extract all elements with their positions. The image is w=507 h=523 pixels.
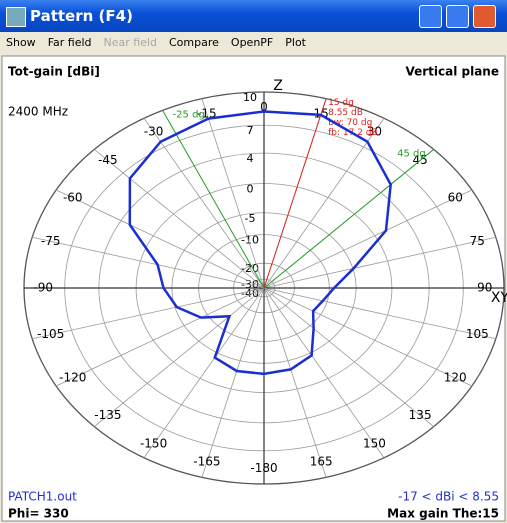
angle-label: -45 <box>98 153 118 167</box>
angle-label: -120 <box>59 371 86 385</box>
plot-info: Max gain The:15 <box>387 507 499 521</box>
spoke <box>201 98 265 289</box>
menu-bar: Show Far field Near field Compare OpenPF Plot <box>0 32 507 54</box>
plot-info: PATCH1.out <box>8 490 77 504</box>
menu-item[interactable]: Compare <box>169 36 219 49</box>
maximize-button[interactable] <box>446 5 469 28</box>
close-button[interactable] <box>473 5 496 28</box>
angle-label: -15 <box>197 106 217 120</box>
ring-label: -5 <box>245 212 256 225</box>
menu-item[interactable]: OpenPF <box>230 36 274 49</box>
menu-item[interactable]: Far field <box>47 36 92 49</box>
spoke <box>263 118 385 289</box>
spoke <box>263 287 385 458</box>
beamwidth-label: -25 dg <box>173 109 205 120</box>
spoke <box>263 287 434 427</box>
minimize-button[interactable] <box>419 5 442 28</box>
angle-label: 150 <box>363 437 386 451</box>
app-icon <box>6 7 26 27</box>
angle-label: 120 <box>444 371 467 385</box>
spoke <box>201 287 265 478</box>
menu-item[interactable]: Plot <box>285 36 306 49</box>
angle-label: 90 <box>477 281 492 295</box>
ring-label: 0 <box>247 183 254 196</box>
angle-label: 60 <box>448 190 463 204</box>
plot-info: Phi= 330 <box>8 507 69 521</box>
window-title: Pattern (F4) <box>30 7 133 25</box>
spoke <box>263 236 496 289</box>
axis-label: Z <box>273 78 283 94</box>
angle-label: 75 <box>470 234 485 248</box>
plot-info: 2400 MHz <box>8 105 68 119</box>
angle-label: 30 <box>367 124 382 138</box>
beam-line <box>263 98 327 289</box>
polar-plot: 10740-5-10-20-30-40015304560759010512013… <box>1 55 507 522</box>
menu-item: Near field <box>103 36 158 49</box>
angle-label: 135 <box>409 408 432 422</box>
pattern-line <box>128 110 392 376</box>
beamwidth-line <box>263 149 435 289</box>
spoke <box>263 287 327 478</box>
ring-label: 7 <box>247 124 254 137</box>
spoke <box>263 287 473 387</box>
beamwidth-label: 45 dg <box>397 148 426 159</box>
spoke <box>55 287 265 387</box>
spoke <box>94 287 265 427</box>
spoke <box>94 149 265 289</box>
angle-label: -150 <box>140 437 167 451</box>
angle-label: -30 <box>144 124 164 138</box>
ring-label: 10 <box>243 91 257 104</box>
angle-label: -105 <box>37 327 64 341</box>
plot-info: -17 < dBi < 8.55 <box>398 490 499 504</box>
beamwidth-line <box>162 110 265 289</box>
beam-label: 15 dg <box>328 98 354 108</box>
title-bar: Pattern (F4) <box>0 0 507 32</box>
spoke <box>55 189 265 289</box>
beam-label: 8.55 dB <box>328 108 363 118</box>
angle-label: -180 <box>250 461 277 475</box>
plot-info: Tot-gain [dBi] <box>8 65 100 79</box>
ring-label: -40 <box>241 287 259 300</box>
angle-label: -90 <box>33 281 53 295</box>
angle-label: -75 <box>41 234 61 248</box>
angle-label: -60 <box>63 190 83 204</box>
angle-label: -135 <box>94 408 121 422</box>
angle-label: -165 <box>193 455 220 469</box>
ring-label: 4 <box>247 152 254 165</box>
ring-label: -10 <box>241 234 259 247</box>
angle-label: 0 <box>260 100 268 114</box>
spoke <box>32 236 265 289</box>
angle-label: 165 <box>310 455 333 469</box>
spoke <box>32 287 265 340</box>
spoke <box>143 118 265 289</box>
spoke <box>263 189 473 289</box>
angle-label: 105 <box>466 327 489 341</box>
axis-label: XY <box>491 290 507 306</box>
spoke <box>263 287 496 340</box>
beam-label: bw: 70 dg <box>328 118 372 128</box>
menu-item[interactable]: Show <box>6 36 36 49</box>
spoke <box>143 287 265 458</box>
plot-info: Vertical plane <box>405 65 499 79</box>
